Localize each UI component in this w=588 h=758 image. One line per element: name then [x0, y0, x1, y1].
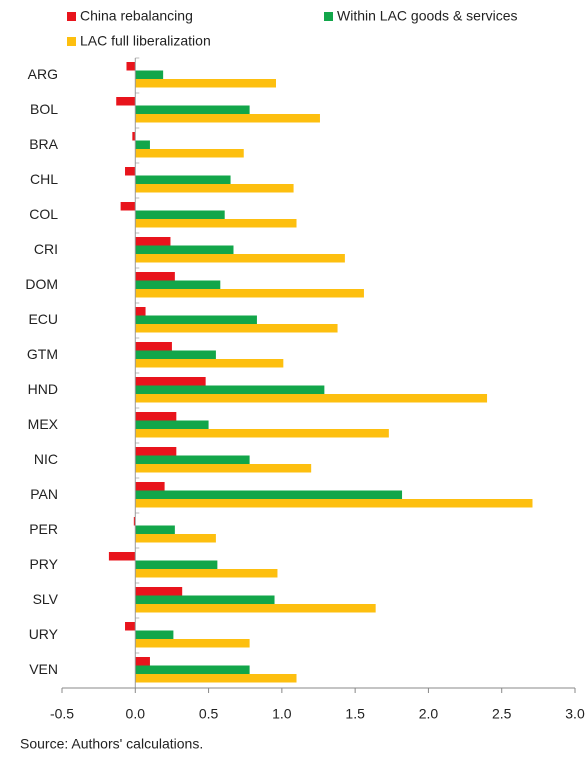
bar: [135, 289, 364, 298]
bar: [135, 604, 376, 613]
bar: [135, 219, 297, 228]
y-tick-label: URY: [29, 626, 59, 642]
y-tick-label: BRA: [29, 136, 58, 152]
bar: [120, 202, 136, 211]
bar: [135, 140, 150, 149]
x-tick-label: 0.0: [126, 706, 146, 722]
y-tick-label: CHL: [30, 171, 58, 187]
bar: [108, 552, 136, 561]
bar: [116, 97, 136, 106]
bar: [135, 674, 297, 683]
bar: [135, 657, 150, 666]
bar: [135, 254, 345, 263]
y-tick-label: MEX: [28, 416, 59, 432]
legend-swatch: [324, 12, 333, 21]
source-note: Source: Authors' calculations.: [20, 736, 203, 752]
bar: [135, 595, 275, 604]
y-tick-label: CRI: [34, 241, 58, 257]
bar: [135, 639, 250, 648]
bar: [135, 272, 175, 281]
legend-swatch: [67, 37, 76, 46]
y-tick-label: NIC: [34, 451, 58, 467]
y-tick-label: PER: [29, 521, 58, 537]
bar: [135, 79, 276, 88]
y-tick-label: COL: [29, 206, 58, 222]
x-tick-label: -0.5: [50, 706, 74, 722]
bar: [135, 412, 177, 421]
legend-label: Within LAC goods & services: [337, 8, 518, 24]
bar: [135, 359, 284, 368]
bar: [135, 587, 183, 596]
bar: [135, 324, 338, 333]
bar: [135, 525, 175, 534]
bar: [135, 105, 250, 114]
bar: [135, 210, 225, 219]
bar: [135, 149, 244, 158]
y-tick-label: PAN: [30, 486, 58, 502]
bar: [135, 350, 216, 359]
bar: [135, 447, 177, 456]
bar: [125, 167, 136, 176]
bar: [135, 630, 174, 639]
y-tick-label: VEN: [29, 661, 58, 677]
y-tick-label: DOM: [25, 276, 58, 292]
x-tick-label: 1.5: [345, 706, 365, 722]
bar: [135, 307, 146, 316]
bar: [135, 560, 218, 569]
bar: [135, 114, 320, 123]
bar: [135, 455, 250, 464]
bar: [135, 70, 164, 79]
bar: [135, 394, 488, 403]
bar: [135, 464, 312, 473]
y-tick-label: ECU: [28, 311, 58, 327]
bar: [135, 342, 172, 351]
bar: [135, 490, 403, 499]
bar: [135, 569, 278, 578]
x-tick-label: 1.0: [272, 706, 292, 722]
bar: [135, 385, 325, 394]
bar: [126, 62, 136, 71]
bar: [135, 665, 250, 674]
legend-label: China rebalancing: [80, 8, 193, 24]
bar: [135, 315, 257, 324]
x-tick-label: 3.0: [565, 706, 585, 722]
bar: [135, 420, 209, 429]
y-tick-label: PRY: [29, 556, 58, 572]
y-tick-label: SLV: [33, 591, 59, 607]
bar: [135, 175, 231, 184]
bar: [135, 237, 171, 246]
bar: [135, 280, 221, 289]
x-tick-label: 0.5: [199, 706, 219, 722]
bar: [135, 499, 533, 508]
bar: [135, 377, 206, 386]
bar: [135, 245, 234, 254]
bar: [135, 184, 294, 193]
y-tick-label: GTM: [27, 346, 58, 362]
bar: [125, 622, 136, 631]
bar: [135, 429, 389, 438]
bar: [135, 482, 165, 491]
x-tick-label: 2.0: [419, 706, 439, 722]
bar: [135, 534, 216, 543]
legend-label: LAC full liberalization: [80, 33, 211, 49]
y-tick-label: ARG: [28, 66, 58, 82]
legend-swatch: [67, 12, 76, 21]
x-tick-label: 2.5: [492, 706, 512, 722]
y-tick-label: BOL: [30, 101, 58, 117]
bar: [132, 132, 136, 141]
y-tick-label: HND: [28, 381, 58, 397]
bar: [133, 517, 136, 526]
